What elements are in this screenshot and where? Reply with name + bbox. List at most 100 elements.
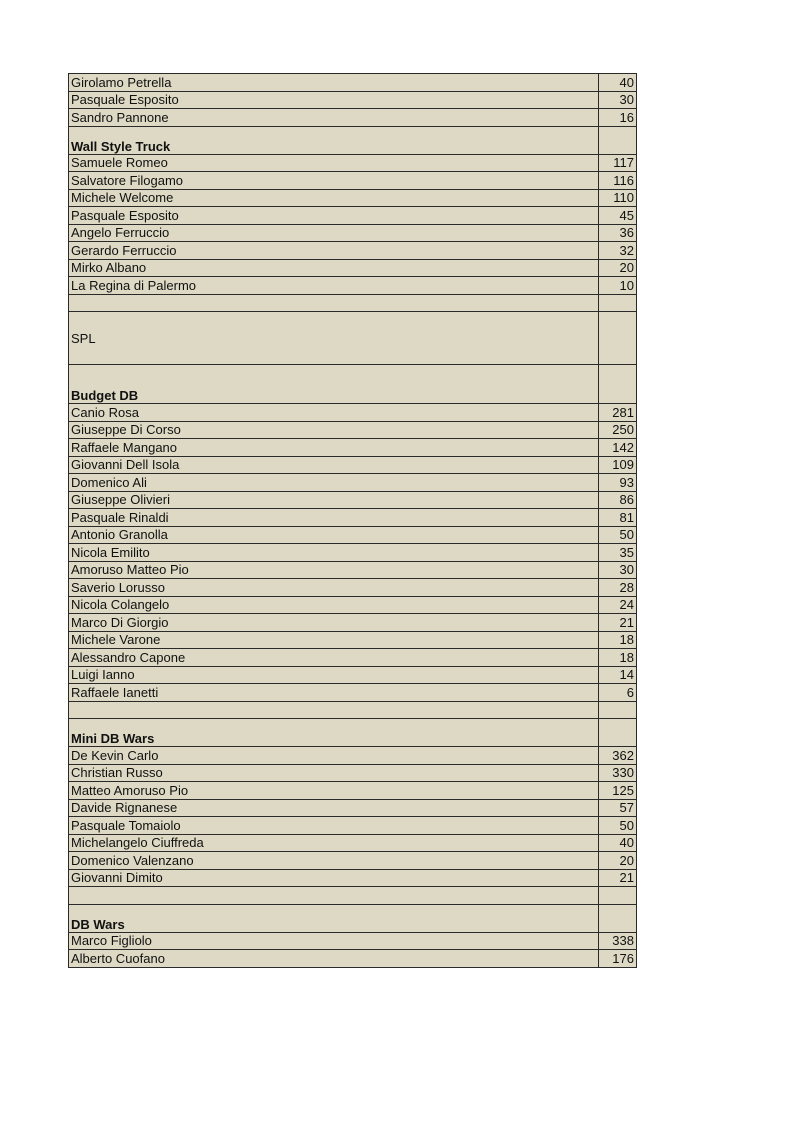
participant-name: Domenico Ali [68, 473, 599, 492]
empty-row [68, 293, 637, 312]
table-row: Sandro Pannone 16 [68, 108, 637, 127]
score-value: 116 [598, 171, 637, 190]
score-value: 250 [598, 420, 637, 439]
score-value [598, 311, 637, 365]
section-header-row: Wall Style Truck [68, 125, 637, 155]
score-value: 281 [598, 403, 637, 422]
participant-name: Giovanni Dell Isola [68, 455, 599, 474]
table-row: Christian Russo 330 [68, 763, 637, 782]
score-value: 117 [598, 153, 637, 172]
category-header-row: SPL [68, 311, 637, 365]
participant-name: Luigi Ianno [68, 665, 599, 684]
table-row: Raffaele Ianetti 6 [68, 683, 637, 702]
table-row: Samuele Romeo 117 [68, 153, 637, 172]
table-row: Marco Figliolo 338 [68, 931, 637, 950]
score-value [598, 886, 637, 905]
participant-name: Michele Welcome [68, 188, 599, 207]
table-row: Amoruso Matteo Pio 30 [68, 560, 637, 579]
table-row: Mirko Albano 20 [68, 258, 637, 277]
table-row: Pasquale Rinaldi 81 [68, 508, 637, 527]
score-value: 30 [598, 90, 637, 109]
table-row: Alberto Cuofano 176 [68, 949, 637, 968]
participant-name: Giuseppe Olivieri [68, 490, 599, 509]
participant-name: Raffaele Ianetti [68, 683, 599, 702]
participant-name: Girolamo Petrella [68, 73, 599, 92]
score-value: 40 [598, 833, 637, 852]
participant-name: Davide Rignanese [68, 798, 599, 817]
participant-name: Nicola Colangelo [68, 595, 599, 614]
score-value: 21 [598, 613, 637, 632]
score-value: 6 [598, 683, 637, 702]
score-value: 57 [598, 798, 637, 817]
score-value: 81 [598, 508, 637, 527]
empty-row [68, 700, 637, 719]
score-value: 109 [598, 455, 637, 474]
section-title: Mini DB Wars [68, 718, 599, 747]
participant-name: Raffaele Mangano [68, 438, 599, 457]
participant-name: Canio Rosa [68, 403, 599, 422]
section-title [68, 293, 599, 312]
table-row: Gerardo Ferruccio 32 [68, 241, 637, 260]
participant-name: Pasquale Esposito [68, 206, 599, 225]
table-row: Giuseppe Di Corso 250 [68, 420, 637, 439]
score-value: 86 [598, 490, 637, 509]
score-value [598, 903, 637, 933]
score-value: 24 [598, 595, 637, 614]
score-value: 142 [598, 438, 637, 457]
table-row: Michelangelo Ciuffreda 40 [68, 833, 637, 852]
empty-row [68, 886, 637, 905]
scores-table: Girolamo Petrella 40 Pasquale Esposito 30 Sa… [68, 73, 637, 968]
score-value [598, 364, 637, 404]
score-value [598, 125, 637, 155]
score-value: 330 [598, 763, 637, 782]
table-row: Michele Welcome 110 [68, 188, 637, 207]
section-header-row: DB Wars [68, 903, 637, 933]
score-value: 18 [598, 648, 637, 667]
section-title [68, 886, 599, 905]
table-row: Alessandro Capone 18 [68, 648, 637, 667]
score-value: 176 [598, 949, 637, 968]
score-value: 16 [598, 108, 637, 127]
table-row: Davide Rignanese 57 [68, 798, 637, 817]
participant-name: Domenico Valenzano [68, 851, 599, 870]
table-row: Pasquale Esposito 45 [68, 206, 637, 225]
section-title: SPL [68, 311, 599, 365]
score-value: 125 [598, 781, 637, 800]
participant-name: Gerardo Ferruccio [68, 241, 599, 260]
participant-name: Matteo Amoruso Pio [68, 781, 599, 800]
section-title: DB Wars [68, 903, 599, 933]
score-value: 10 [598, 276, 637, 295]
section-header-row: Budget DB [68, 364, 637, 404]
score-value [598, 293, 637, 312]
score-value: 362 [598, 746, 637, 765]
score-value: 32 [598, 241, 637, 260]
table-row: Michele Varone 18 [68, 630, 637, 649]
table-row: Canio Rosa 281 [68, 403, 637, 422]
score-value: 338 [598, 931, 637, 950]
table-row: Domenico Ali 93 [68, 473, 637, 492]
score-value: 93 [598, 473, 637, 492]
participant-name: Nicola Emilito [68, 543, 599, 562]
participant-name: Angelo Ferruccio [68, 223, 599, 242]
table-row: La Regina di Palermo 10 [68, 276, 637, 295]
score-value: 36 [598, 223, 637, 242]
participant-name: Michelangelo Ciuffreda [68, 833, 599, 852]
participant-name: Giuseppe Di Corso [68, 420, 599, 439]
participant-name: De Kevin Carlo [68, 746, 599, 765]
score-value: 45 [598, 206, 637, 225]
participant-name: Samuele Romeo [68, 153, 599, 172]
section-title [68, 700, 599, 719]
table-row: Nicola Colangelo 24 [68, 595, 637, 614]
section-title: Wall Style Truck [68, 125, 599, 155]
table-row: Girolamo Petrella 40 [68, 73, 637, 92]
table-row: Saverio Lorusso 28 [68, 578, 637, 597]
score-value: 20 [598, 258, 637, 277]
table-row: Pasquale Tomaiolo 50 [68, 816, 637, 835]
participant-name: Giovanni Dimito [68, 868, 599, 887]
score-value: 18 [598, 630, 637, 649]
score-value: 35 [598, 543, 637, 562]
score-value: 50 [598, 525, 637, 544]
table-row: Nicola Emilito 35 [68, 543, 637, 562]
participant-name: Salvatore Filogamo [68, 171, 599, 190]
participant-name: Alberto Cuofano [68, 949, 599, 968]
